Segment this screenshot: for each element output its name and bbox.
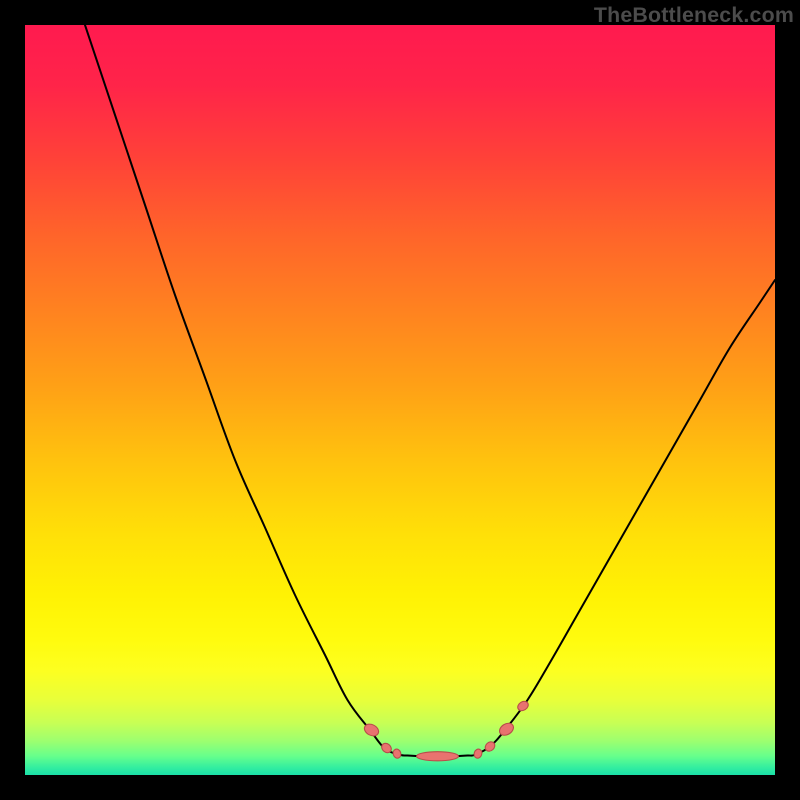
plot-background [25,25,775,775]
data-marker [417,752,459,761]
chart-container: TheBottleneck.com [0,0,800,800]
bottleneck-chart [0,0,800,800]
watermark-text: TheBottleneck.com [594,3,794,28]
